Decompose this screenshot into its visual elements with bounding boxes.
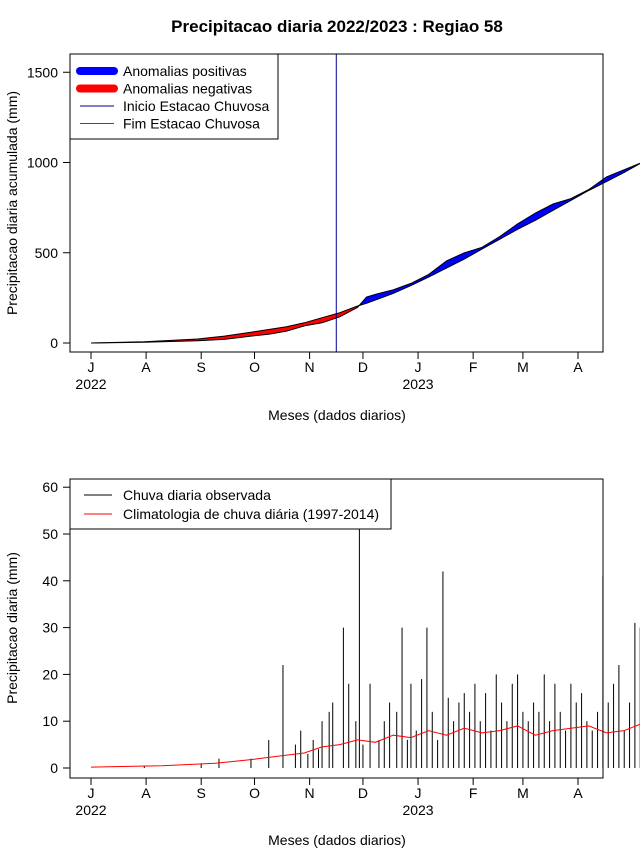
top-plot-area — [90, 54, 640, 352]
top-y-axis-label: Precipitacao diaria acumulada (mm) — [4, 91, 20, 315]
x-tick-label: N — [305, 359, 315, 375]
top-x-axis-label: Meses (dados diarios) — [268, 407, 406, 423]
top-x-axis: J A S O N D J F M A 2022 2023 — [75, 351, 583, 392]
bottom-panel: J A S O N D J F M A 2022 2023 0 10 20 30 40 50 60 Meses (… — [4, 478, 640, 848]
x-tick-label: N — [305, 785, 315, 801]
x-tick-label: J — [88, 359, 95, 375]
legend-label: Chuva diaria observada — [123, 487, 271, 503]
x-tick-label: A — [141, 359, 151, 375]
legend-label: Anomalias positivas — [123, 63, 247, 79]
observed-cumulative-line — [90, 162, 640, 344]
x-tick-label: M — [517, 785, 529, 801]
top-y-axis: 0 500 1000 1500 — [27, 64, 71, 351]
x-tick-label: A — [573, 785, 583, 801]
bottom-x-axis: J A S O N D J F M A 2022 2023 — [75, 777, 583, 818]
x-year-label: 2023 — [402, 376, 433, 392]
x-tick-label: J — [415, 785, 422, 801]
legend-label: Inicio Estacao Chuvosa — [123, 98, 270, 114]
y-tick-label: 500 — [35, 245, 59, 261]
x-tick-label: F — [469, 785, 478, 801]
x-tick-label: O — [249, 785, 260, 801]
y-tick-label: 50 — [42, 526, 58, 542]
legend-label: Anomalias negativas — [123, 81, 252, 97]
chart-title: Precipitacao diaria 2022/2023 : Regiao 5… — [171, 17, 503, 36]
x-tick-label: M — [517, 359, 529, 375]
legend-label: Climatologia de chuva diária (1997-2014) — [123, 506, 379, 522]
bottom-legend-box — [69, 478, 392, 530]
y-tick-label: 30 — [42, 620, 58, 636]
x-year-label: 2022 — [75, 376, 106, 392]
x-tick-label: J — [415, 359, 422, 375]
bottom-legend: Chuva diaria observada Climatologia de ch… — [69, 478, 392, 530]
x-tick-label: J — [88, 785, 95, 801]
x-tick-label: S — [197, 359, 206, 375]
x-tick-label: A — [141, 785, 151, 801]
climatology-cumulative-line — [90, 163, 640, 344]
y-tick-label: 60 — [42, 479, 58, 495]
y-tick-label: 20 — [42, 666, 58, 682]
x-year-label: 2023 — [402, 802, 433, 818]
x-tick-label: S — [197, 785, 206, 801]
bottom-x-axis-label: Meses (dados diarios) — [268, 832, 406, 848]
x-tick-label: F — [469, 359, 478, 375]
bottom-plot-area — [90, 529, 640, 768]
x-year-label: 2022 — [75, 802, 106, 818]
y-tick-label: 10 — [42, 713, 58, 729]
x-tick-label: D — [358, 359, 368, 375]
y-tick-label: 40 — [42, 573, 58, 589]
y-tick-label: 0 — [50, 335, 58, 351]
top-legend: Anomalias positivas Anomalias negativasIn… — [69, 53, 279, 140]
bottom-y-axis-label: Precipitacao diaria (mm) — [4, 552, 20, 704]
y-tick-label: 0 — [50, 760, 58, 776]
legend-label: Fim Estacao Chuvosa — [123, 116, 260, 132]
top-panel: Precipitacao diaria 2022/2023 : Regiao 5… — [4, 17, 640, 423]
x-tick-label: D — [358, 785, 368, 801]
negative-anomaly-area — [92, 305, 360, 343]
climatology-daily-line — [90, 723, 640, 768]
y-tick-label: 1000 — [27, 155, 58, 171]
x-tick-label: O — [249, 359, 260, 375]
x-tick-label: A — [573, 359, 583, 375]
y-tick-label: 1500 — [27, 64, 58, 80]
bottom-y-axis: 0 10 20 30 40 50 60 — [42, 479, 71, 776]
